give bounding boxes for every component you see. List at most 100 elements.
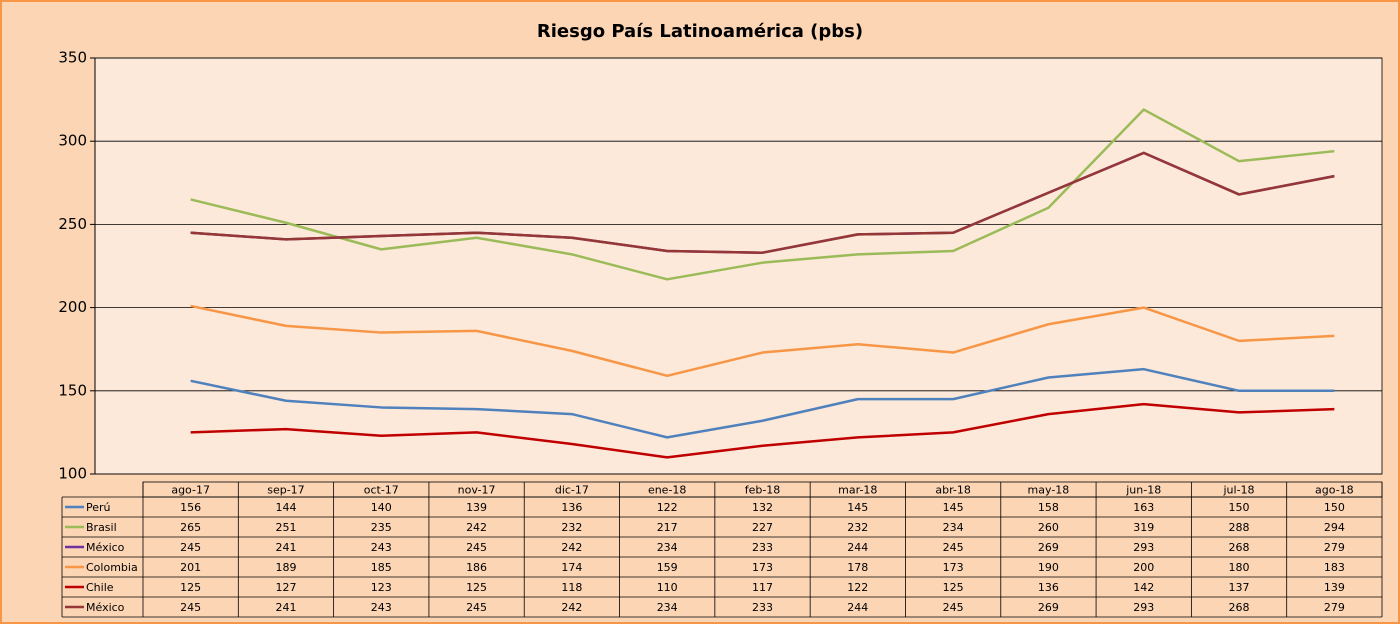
table-value: 245	[943, 541, 964, 554]
table-value: 233	[752, 541, 773, 554]
x-tick-label: nov-17	[458, 484, 496, 497]
table-value: 235	[371, 521, 392, 534]
table-value: 233	[752, 601, 773, 614]
table-value: 142	[1133, 581, 1154, 594]
series-line	[190, 304, 1335, 378]
y-tick-label: 300	[58, 132, 87, 150]
legend-label: México	[86, 541, 125, 554]
table-value: 269	[1038, 541, 1059, 554]
table-value: 145	[943, 501, 964, 514]
table-value: 245	[466, 601, 487, 614]
table-value: 110	[657, 581, 678, 594]
table-value: 139	[466, 501, 487, 514]
y-tick-label: 150	[58, 381, 87, 399]
table-value: 242	[561, 541, 582, 554]
table-value: 156	[180, 501, 201, 514]
table-value: 234	[657, 601, 678, 614]
table-value: 269	[1038, 601, 1059, 614]
table-value: 127	[275, 581, 296, 594]
table-value: 174	[561, 561, 582, 574]
table-value: 190	[1038, 561, 1059, 574]
y-tick-label: 200	[58, 298, 87, 316]
x-tick-label: sep-17	[267, 484, 304, 497]
table-value: 245	[943, 601, 964, 614]
series-line	[190, 402, 1335, 459]
table-value: 279	[1324, 541, 1345, 554]
table-value: 242	[466, 521, 487, 534]
x-tick-label: may-18	[1028, 484, 1070, 497]
table-value: 245	[466, 541, 487, 554]
table-value: 159	[657, 561, 678, 574]
table-value: 125	[180, 581, 201, 594]
table-value: 150	[1229, 501, 1250, 514]
table-value: 122	[847, 581, 868, 594]
x-tick-label: abr-18	[935, 484, 971, 497]
legend-label: Chile	[86, 581, 114, 594]
table-value: 137	[1229, 581, 1250, 594]
table-value: 234	[943, 521, 964, 534]
table-value: 136	[1038, 581, 1059, 594]
table-value: 201	[180, 561, 201, 574]
table-value: 132	[752, 501, 773, 514]
table-value: 234	[657, 541, 678, 554]
table-value: 243	[371, 601, 392, 614]
table-value: 158	[1038, 501, 1059, 514]
table-value: 265	[180, 521, 201, 534]
table-value: 200	[1133, 561, 1154, 574]
x-tick-label: oct-17	[364, 484, 399, 497]
table-value: 244	[847, 601, 868, 614]
chart-title: Riesgo País Latinoamérica (pbs)	[537, 21, 863, 42]
table-value: 139	[1324, 581, 1345, 594]
table-value: 232	[847, 521, 868, 534]
x-tick-label: mar-18	[838, 484, 877, 497]
series-line	[190, 108, 1335, 281]
legend-label: Colombia	[86, 561, 138, 574]
table-value: 242	[561, 601, 582, 614]
legend-label: México	[86, 601, 125, 614]
x-tick-label: feb-18	[745, 484, 781, 497]
table-value: 251	[275, 521, 296, 534]
table-value: 217	[657, 521, 678, 534]
table-value: 118	[561, 581, 582, 594]
table-value: 125	[943, 581, 964, 594]
table-value: 186	[466, 561, 487, 574]
table-value: 293	[1133, 541, 1154, 554]
table-value: 140	[371, 501, 392, 514]
table-value: 244	[847, 541, 868, 554]
table-value: 178	[847, 561, 868, 574]
x-tick-label: dic-17	[555, 484, 589, 497]
table-value: 241	[275, 601, 296, 614]
table-value: 183	[1324, 561, 1345, 574]
y-tick-label: 350	[58, 49, 87, 67]
table-value: 260	[1038, 521, 1059, 534]
series-line	[190, 367, 1335, 439]
x-tick-label: ago-18	[1315, 484, 1354, 497]
table-value: 288	[1229, 521, 1250, 534]
y-tick-label: 100	[58, 465, 87, 483]
y-tick-label: 250	[58, 215, 87, 233]
table-value: 144	[275, 501, 296, 514]
table-value: 227	[752, 521, 773, 534]
table-value: 122	[657, 501, 678, 514]
table-value: 185	[371, 561, 392, 574]
table-value: 245	[180, 601, 201, 614]
table-value: 319	[1133, 521, 1154, 534]
series-line	[190, 151, 1335, 254]
x-tick-label: jul-18	[1223, 484, 1255, 497]
table-value: 293	[1133, 601, 1154, 614]
plot-border	[94, 57, 1383, 475]
table-value: 117	[752, 581, 773, 594]
x-tick-label: ene-18	[648, 484, 686, 497]
table-value: 268	[1229, 541, 1250, 554]
x-tick-label: jun-18	[1125, 484, 1161, 497]
table-value: 150	[1324, 501, 1345, 514]
x-tick-label: ago-17	[171, 484, 210, 497]
table-value: 180	[1229, 561, 1250, 574]
table-value: 241	[275, 541, 296, 554]
table-value: 136	[561, 501, 582, 514]
legend-label: Perú	[86, 501, 111, 514]
table-value: 173	[943, 561, 964, 574]
table-value: 125	[466, 581, 487, 594]
table-value: 145	[847, 501, 868, 514]
